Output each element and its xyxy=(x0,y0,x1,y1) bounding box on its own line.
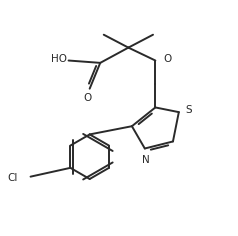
Text: O: O xyxy=(83,93,91,103)
Text: O: O xyxy=(163,54,171,64)
Text: S: S xyxy=(186,105,193,115)
Text: HO: HO xyxy=(51,54,67,64)
Text: N: N xyxy=(142,155,150,165)
Text: Cl: Cl xyxy=(7,173,18,183)
